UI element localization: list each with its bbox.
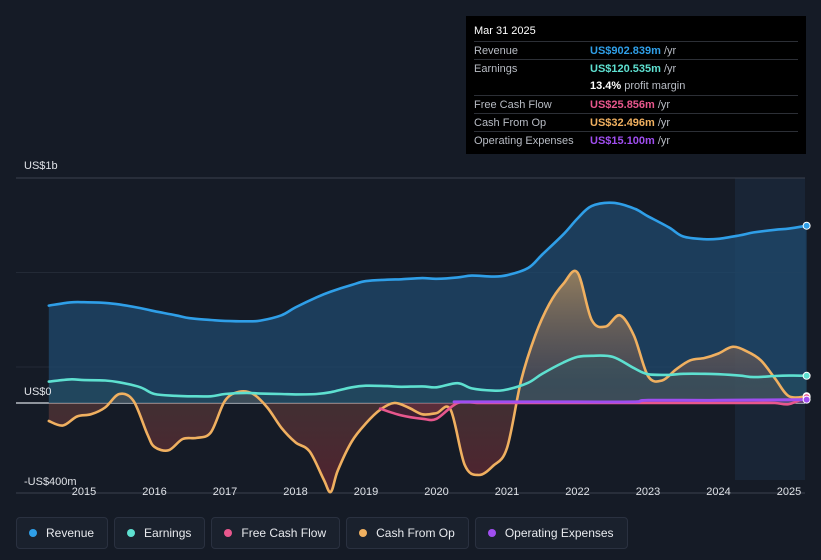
legend-item-earnings[interactable]: Earnings	[114, 517, 206, 549]
legend: Revenue Earnings Free Cash Flow Cash From O…	[16, 517, 628, 549]
tooltip-row: Operating Expenses US$15.100m/yr	[474, 131, 798, 149]
tooltip-row-label: Revenue	[474, 44, 519, 57]
earnings-end-marker	[802, 371, 811, 380]
legend-item-cash-from-op[interactable]: Cash From Op	[346, 517, 469, 549]
x-axis-labels: 2015 2016 2017 2018 2019 2020 2021 2022 2023 2024…	[72, 486, 801, 498]
tooltip-row-unit: profit margin	[624, 80, 686, 93]
x-tick-label: 2020	[424, 486, 448, 498]
tooltip-row-unit: /yr	[657, 98, 671, 111]
x-tick-label: 2021	[495, 486, 519, 498]
x-tick-label: 2017	[213, 486, 237, 498]
tooltip-row-label: Cash From Op	[474, 116, 547, 129]
legend-item-operating-expenses[interactable]: Operating Expenses	[474, 517, 628, 549]
tooltip-row: Revenue US$902.839m/yr	[474, 41, 798, 59]
legend-label: Earnings	[144, 526, 192, 540]
tooltip-row: Free Cash Flow US$25.856m/yr	[474, 94, 798, 113]
tooltip-row-unit: /yr	[657, 135, 671, 148]
x-tick-label: 2016	[142, 486, 166, 498]
tooltip-row-value: US$120.535m	[590, 62, 661, 75]
legend-label: Revenue	[46, 526, 95, 540]
y-tick-label: US$1b	[24, 160, 58, 172]
legend-dot-icon	[224, 529, 233, 537]
tooltip-row-unit: /yr	[663, 62, 677, 75]
legend-item-revenue[interactable]: Revenue	[16, 517, 109, 549]
earnings-area	[48, 355, 807, 403]
operating-expenses-line	[452, 398, 809, 404]
tooltip-row-label: Free Cash Flow	[474, 98, 552, 111]
y-axis-labels: US$1b US$0 -US$400m	[24, 160, 77, 488]
legend-label: Cash From Op	[376, 526, 455, 540]
cash-from-op-line	[47, 269, 808, 494]
legend-label: Operating Expenses	[504, 526, 614, 540]
tooltip-row-value: US$902.839m	[590, 44, 661, 57]
tooltip-date: Mar 31 2025	[474, 25, 536, 37]
tooltip-row-value: 13.4%	[590, 80, 622, 93]
series-lines	[47, 201, 811, 494]
tooltip-row: Earnings US$120.535m/yr	[474, 59, 798, 77]
legend-dot-icon	[359, 529, 368, 537]
x-tick-label: 2022	[565, 486, 589, 498]
legend-item-free-cash-flow[interactable]: Free Cash Flow	[211, 517, 341, 549]
tooltip-row-label: Operating Expenses	[474, 135, 574, 148]
tooltip-rows: Revenue US$902.839m/yr Earnings US$120.535m…	[474, 41, 798, 150]
series-areas	[48, 202, 807, 493]
legend-dot-icon	[487, 529, 496, 537]
x-tick-label: 2018	[283, 486, 307, 498]
x-tick-label: 2024	[706, 486, 730, 498]
tooltip-row-value: US$25.856m	[590, 98, 655, 111]
tooltip-row: Cash From Op US$32.496m/yr	[474, 113, 798, 131]
legend-dot-icon	[29, 529, 37, 537]
tooltip-row-label: Earnings	[474, 62, 518, 75]
tooltip-row: 13.4% profit margin	[474, 78, 798, 95]
legend-dot-icon	[127, 529, 136, 537]
cash-from-op-area	[48, 270, 807, 493]
tooltip-row-unit: /yr	[657, 116, 671, 129]
tooltip-row-unit: /yr	[663, 44, 677, 57]
x-tick-label: 2015	[72, 486, 96, 498]
operating-expenses-end-marker	[802, 395, 811, 404]
earnings-line	[47, 354, 808, 398]
revenue-end-marker	[802, 221, 811, 230]
tooltip-row-value: US$15.100m	[590, 135, 655, 148]
revenue-line	[47, 201, 808, 323]
y-tick-label: -US$400m	[24, 476, 77, 488]
tooltip-row-value: US$32.496m	[590, 116, 655, 129]
x-tick-label: 2019	[354, 486, 378, 498]
x-tick-label: 2025	[777, 486, 801, 498]
y-tick-label: US$0	[24, 386, 52, 398]
legend-label: Free Cash Flow	[241, 526, 327, 540]
tooltip: Mar 31 2025 Revenue US$902.839m/yr Earning…	[466, 16, 806, 154]
x-tick-label: 2023	[636, 486, 660, 498]
